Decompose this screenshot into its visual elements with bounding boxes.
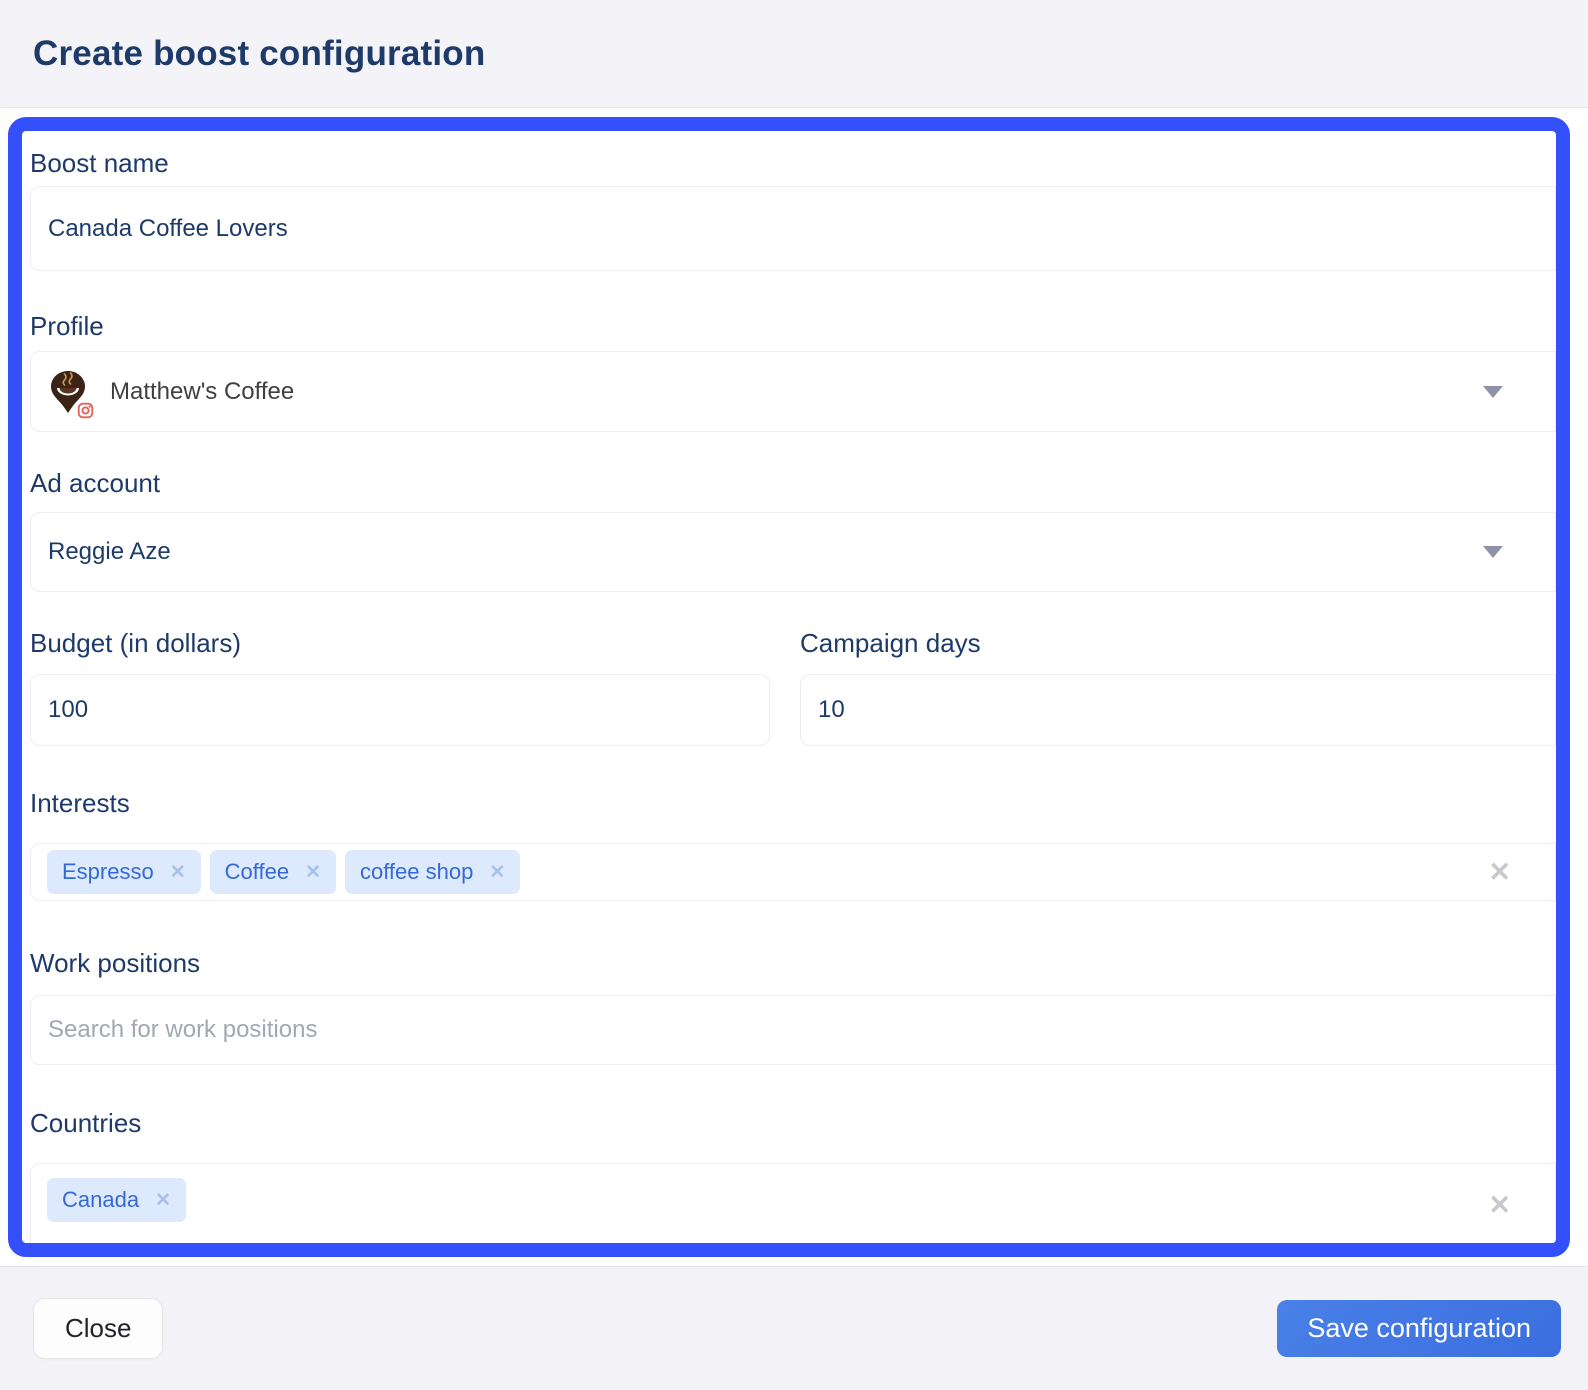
budget-label: Budget (in dollars): [30, 628, 241, 658]
budget-input[interactable]: [30, 674, 770, 746]
tag-canada: Canada ✕: [47, 1178, 186, 1222]
campaign-days-label: Campaign days: [800, 628, 981, 658]
tag-label: Canada: [62, 1187, 140, 1212]
work-positions-label: Work positions: [30, 948, 201, 978]
tag-coffee-shop: coffee shop ✕: [344, 850, 521, 894]
tag-espresso: Espresso ✕: [47, 850, 201, 894]
tag-label: Espresso: [62, 859, 154, 884]
ad-account-label: Ad account: [30, 468, 161, 498]
close-button[interactable]: Close: [33, 1298, 164, 1359]
remove-tag-icon[interactable]: ✕: [489, 861, 506, 883]
coffee-pin-logo-icon: [51, 370, 85, 413]
profile-avatar: [48, 369, 94, 418]
countries-tag-input[interactable]: Canada ✕ ✕: [30, 1163, 1556, 1243]
chevron-down-icon: [1483, 546, 1503, 558]
ad-account-selected-value: Reggie Aze: [48, 538, 171, 565]
page-title: Create boost configuration: [33, 33, 486, 73]
tag-coffee: Coffee ✕: [209, 850, 336, 894]
profile-label: Profile: [30, 311, 104, 341]
boost-configuration-form-panel: Boost name Profile Matthew's Coffee: [8, 117, 1570, 1257]
remove-tag-icon[interactable]: ✕: [169, 861, 186, 883]
clear-interests-icon[interactable]: ✕: [1488, 856, 1511, 887]
profile-selected-value: Matthew's Coffee: [110, 377, 295, 405]
ad-account-select[interactable]: Reggie Aze: [30, 512, 1556, 592]
instagram-icon: [77, 402, 94, 418]
tag-label: Coffee: [224, 859, 290, 884]
interests-label: Interests: [30, 788, 130, 818]
profile-select[interactable]: Matthew's Coffee: [30, 351, 1556, 432]
interests-tag-input[interactable]: Espresso ✕ Coffee ✕ coffee shop ✕ ✕: [30, 843, 1556, 901]
boost-name-input[interactable]: [30, 186, 1556, 271]
boost-name-label: Boost name: [30, 148, 169, 178]
clear-countries-icon[interactable]: ✕: [1488, 1190, 1511, 1220]
work-positions-search-input[interactable]: [30, 995, 1556, 1065]
tag-label: coffee shop: [359, 859, 474, 884]
remove-tag-icon[interactable]: ✕: [305, 861, 321, 883]
countries-label: Countries: [30, 1108, 142, 1138]
dialog-header: Create boost configuration: [0, 0, 1588, 108]
save-configuration-button[interactable]: Save configuration: [1277, 1300, 1561, 1357]
dialog-footer: Close Save configuration: [0, 1266, 1588, 1390]
remove-tag-icon[interactable]: ✕: [155, 1189, 171, 1211]
chevron-down-icon: [1483, 385, 1503, 398]
campaign-days-input[interactable]: [800, 674, 1556, 746]
